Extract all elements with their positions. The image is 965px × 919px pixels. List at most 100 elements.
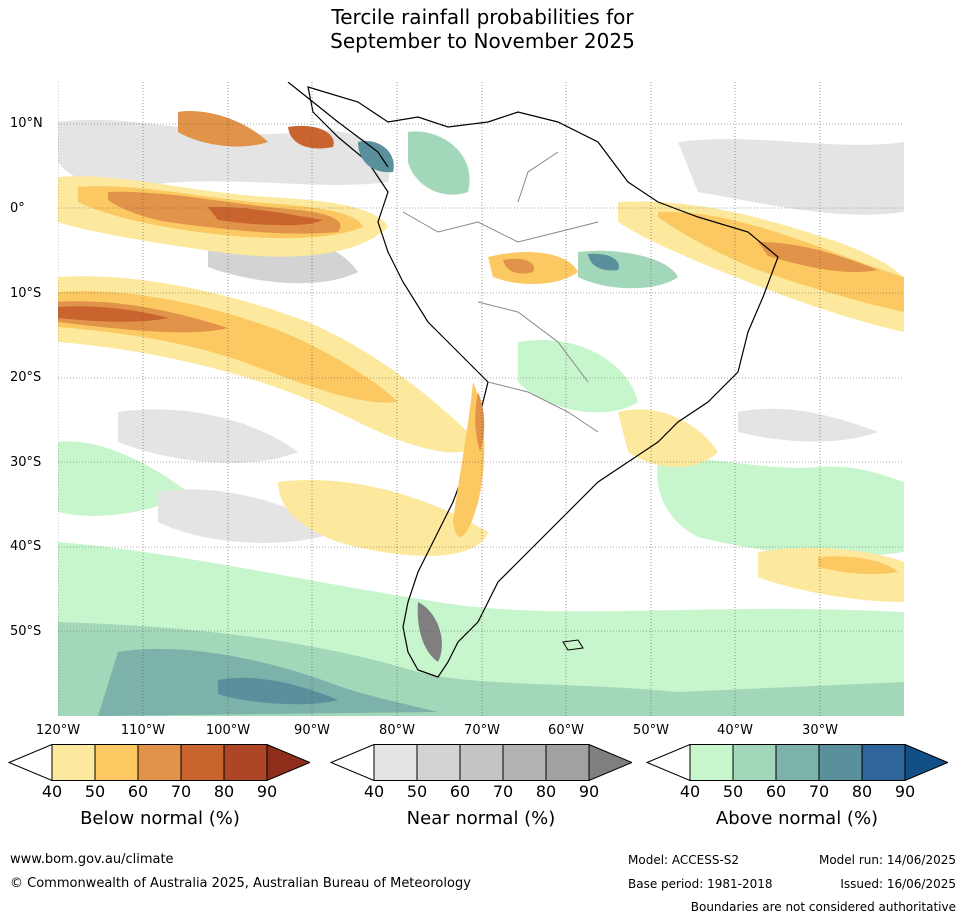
map-canvas: [58, 82, 904, 716]
near-normal-region: [158, 489, 338, 543]
colorbar-tick-label: 50: [406, 782, 428, 801]
above-normal-region: [408, 131, 470, 195]
title-line-2: September to November 2025: [330, 29, 635, 53]
colorbar-tick-label: 90: [578, 782, 600, 801]
colorbar-swatch: [373, 744, 418, 781]
colorbar-swatch: [51, 744, 96, 781]
lon-label: 70°W: [464, 723, 500, 738]
falkland-islands: [562, 639, 584, 651]
lon-label: 110°W: [120, 723, 166, 738]
colorbar-min-arrow: [8, 744, 53, 781]
colorbar-swatch: [416, 744, 461, 781]
colorbar-swatch: [223, 744, 268, 781]
below-normal-region: [288, 125, 334, 149]
map-title: Tercile rainfall probabilities for Septe…: [0, 5, 965, 53]
base-period-text: Base period: 1981-2018: [628, 877, 773, 891]
near-normal-region: [118, 409, 298, 463]
forecast-map: [58, 82, 904, 716]
colorbar-tick-label: 40: [41, 782, 63, 801]
lon-label: 50°W: [633, 723, 669, 738]
colorbar-tick-label: 80: [535, 782, 557, 801]
colorbar-tick-label: 70: [492, 782, 514, 801]
lat-label: 50°S: [10, 624, 42, 639]
model-run-text: Model run: 14/06/2025: [818, 853, 956, 867]
below-normal-region: [503, 258, 534, 274]
lat-label: 10°S: [10, 286, 42, 301]
colorbar-swatches: [646, 744, 948, 781]
colorbar-swatch: [818, 744, 863, 781]
lon-label: 100°W: [205, 723, 251, 738]
below-normal-colorbar: [8, 744, 310, 781]
above-normal-region: [657, 459, 904, 557]
colorbar-tick-label: 60: [127, 782, 149, 801]
south-america-land: [307, 86, 779, 678]
below-normal-region: [758, 547, 904, 602]
colorbar-swatch: [180, 744, 225, 781]
colorbar-swatch: [459, 744, 504, 781]
above-normal-colorbar: [646, 744, 948, 781]
colorbar-swatches: [8, 744, 310, 781]
colorbar-tick-label: 50: [84, 782, 106, 801]
above-normal-region: [588, 253, 619, 271]
near-normal-colorbar: [330, 744, 632, 781]
above-normal-region: [518, 340, 638, 413]
above-normal-region: [358, 141, 394, 173]
colorbar-swatch: [137, 744, 182, 781]
below-normal-region: [208, 206, 323, 226]
lat-label: 30°S: [10, 455, 42, 470]
colorbar-tick-label: 40: [679, 782, 701, 801]
central-america-land: [287, 82, 389, 168]
boundaries-disclaimer: Boundaries are not considered authoritat…: [690, 900, 956, 914]
colorbar-tick-label: 90: [894, 782, 916, 801]
colorbar-tick-label: 60: [449, 782, 471, 801]
lon-label: 60°W: [548, 723, 584, 738]
lat-label: 0°: [10, 201, 25, 216]
colorbar-max-arrow: [904, 744, 948, 781]
below-normal-region: [58, 306, 168, 322]
lon-label: 90°W: [294, 723, 330, 738]
below-normal-region: [818, 556, 898, 575]
colorbar-tick-label: 50: [722, 782, 744, 801]
near-normal-region: [678, 139, 904, 215]
near-normal-title: Near normal (%): [406, 808, 556, 829]
colorbar-tick-label: 60: [765, 782, 787, 801]
colorbar-tick-label: 80: [851, 782, 873, 801]
below-normal-region: [178, 111, 268, 147]
graticule: [58, 82, 904, 716]
colorbar-tick-label: 40: [363, 782, 385, 801]
colorbar-swatch: [775, 744, 820, 781]
lat-label: 20°S: [10, 370, 42, 385]
colorbar-min-arrow: [330, 744, 375, 781]
country-borders: [402, 151, 599, 433]
below-normal-region: [658, 211, 904, 312]
colorbar-swatch: [689, 744, 734, 781]
colorbar-swatches: [330, 744, 632, 781]
colorbar-max-arrow: [588, 744, 632, 781]
colorbar-tick-label: 70: [808, 782, 830, 801]
colorbar-tick-label: 90: [256, 782, 278, 801]
model-text: Model: ACCESS-S2: [628, 853, 740, 867]
issued-text: Issued: 16/06/2025: [840, 877, 956, 891]
above-normal-region: [58, 441, 188, 516]
colorbar-swatch: [861, 744, 906, 781]
lat-label: 40°S: [10, 539, 42, 554]
lon-label: 30°W: [802, 723, 838, 738]
below-normal-region: [758, 242, 878, 273]
colorbar-tick-label: 70: [170, 782, 192, 801]
lon-label: 120°W: [35, 723, 81, 738]
above-normal-region: [218, 677, 338, 705]
above-normal-title: Above normal (%): [715, 808, 879, 829]
colorbar-max-arrow: [266, 744, 310, 781]
lon-label: 40°W: [717, 723, 753, 738]
above-normal-region: [417, 602, 442, 662]
colorbar-min-arrow: [646, 744, 691, 781]
title-line-1: Tercile rainfall probabilities for: [331, 5, 634, 29]
colorbar-tick-label: 80: [213, 782, 235, 801]
website-link[interactable]: www.bom.gov.au/climate: [10, 852, 174, 867]
colorbar-swatch: [732, 744, 777, 781]
near-normal-region: [738, 408, 878, 442]
below-normal-title: Below normal (%): [80, 808, 240, 829]
colorbar-swatch: [545, 744, 590, 781]
colorbar-swatch: [94, 744, 139, 781]
lon-label: 80°W: [379, 723, 415, 738]
